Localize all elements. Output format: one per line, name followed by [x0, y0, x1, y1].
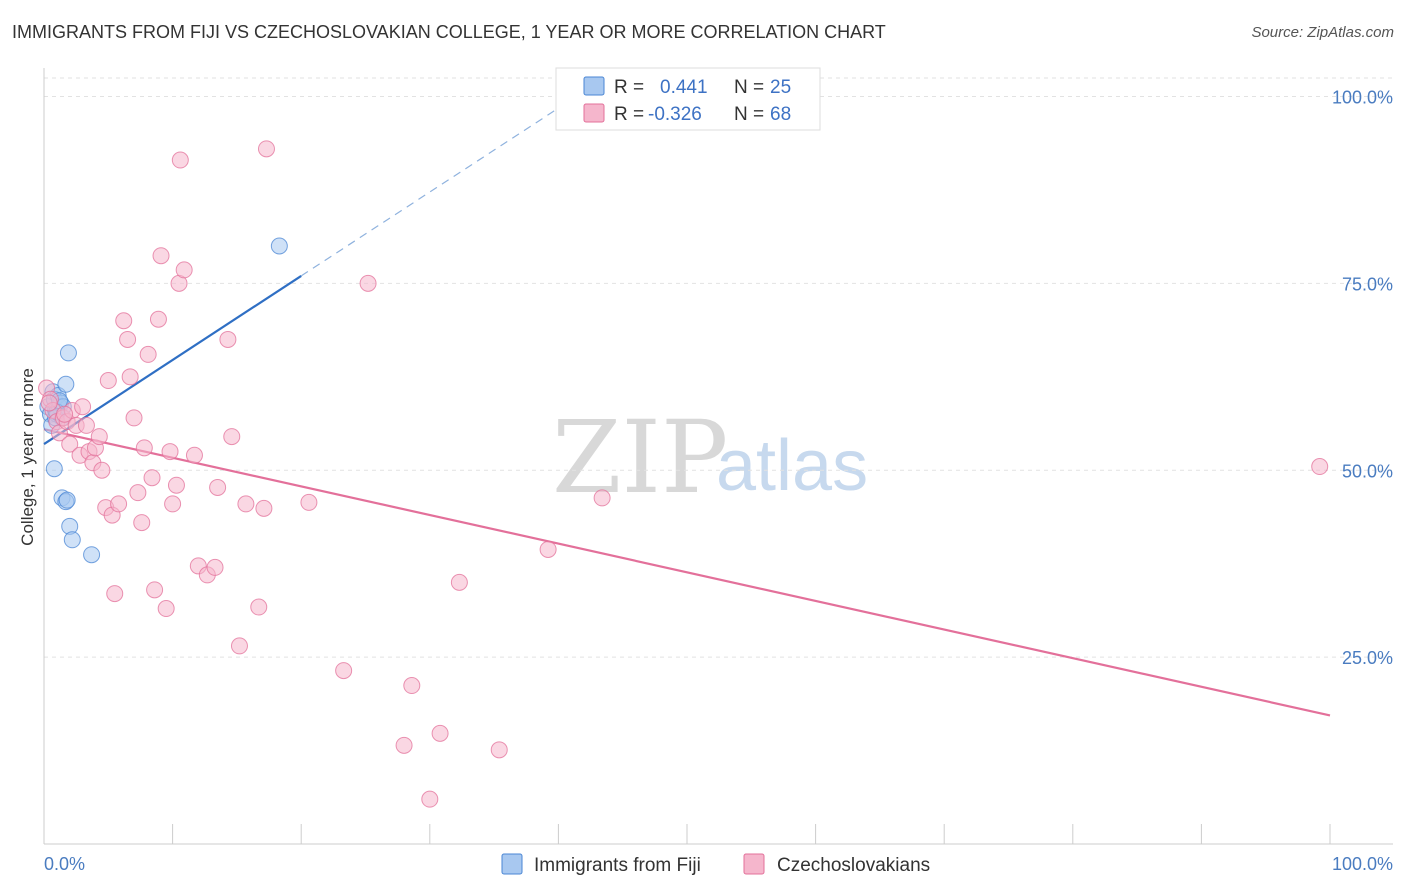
y-tick-label-25: 25.0%: [1342, 648, 1393, 668]
point-czech-51: [250, 598, 268, 616]
point-czech-29: [135, 439, 153, 457]
stats-r-label-czech: R =: [614, 104, 644, 125]
watermark-atlas: atlas: [716, 426, 868, 506]
point-czech-22: [110, 495, 128, 513]
chart-title: IMMIGRANTS FROM FIJI VS CZECHOSLOVAKIAN …: [12, 22, 886, 42]
point-czech-61: [450, 573, 468, 591]
point-czech-49: [230, 637, 248, 655]
y-tick-label-75: 75.0%: [1342, 274, 1393, 294]
y-tick-label-100: 100.0%: [1332, 88, 1393, 108]
point-czech-53: [257, 140, 275, 158]
stats-n-label-fiji: N =: [734, 77, 764, 98]
stats-r-value-czech: -0.326: [648, 104, 702, 125]
point-czech-26: [125, 409, 143, 427]
stats-n-value-czech: 68: [770, 104, 791, 125]
point-czech-38: [167, 476, 185, 494]
trend-lines: [43, 103, 1331, 717]
point-fiji-13: [45, 460, 63, 478]
x-tick-label-min: 0.0%: [44, 854, 85, 874]
x-tick-label-max: 100.0%: [1332, 854, 1393, 874]
point-czech-56: [359, 274, 377, 292]
point-czech-41: [175, 261, 193, 279]
point-czech-34: [152, 247, 170, 265]
point-czech-55: [335, 662, 353, 680]
point-czech-48: [223, 428, 241, 446]
point-czech-46: [209, 478, 227, 496]
point-czech-50: [237, 495, 255, 513]
point-czech-66: [40, 394, 58, 412]
point-czech-64: [593, 489, 611, 507]
point-czech-45: [206, 558, 224, 576]
stats-r-value-fiji: 0.441: [660, 77, 708, 98]
watermark-zip: ZIP: [552, 399, 728, 516]
point-czech-21: [106, 585, 124, 603]
legend-swatch-fiji: [501, 853, 523, 875]
y-axis-label: College, 1 year or more: [18, 368, 37, 546]
point-czech-47: [219, 330, 237, 348]
series-legend: Immigrants from Fiji Czechoslovakians: [501, 853, 930, 876]
stats-r-label-fiji: R =: [614, 77, 644, 98]
point-fiji-21: [83, 546, 101, 564]
point-czech-65: [1311, 458, 1329, 476]
trend-line-czech: [43, 428, 1331, 717]
source-credit: Source: ZipAtlas.com: [1251, 24, 1394, 41]
point-fiji-22: [270, 237, 288, 255]
point-czech-57: [395, 736, 413, 754]
point-czech-31: [143, 469, 161, 487]
trend-line-fiji-extension: [300, 103, 566, 277]
stats-n-label-czech: N =: [734, 104, 764, 125]
point-czech-11: [74, 398, 92, 416]
point-czech-28: [133, 514, 151, 532]
stats-legend-swatch-fiji: [583, 76, 605, 96]
point-czech-59: [421, 790, 439, 808]
point-czech-60: [431, 724, 449, 742]
point-czech-27: [129, 484, 147, 502]
point-fiji-20: [63, 531, 81, 549]
stats-n-value-fiji: 25: [770, 77, 791, 98]
point-czech-12: [77, 416, 95, 434]
point-czech-52: [255, 499, 273, 517]
stats-legend: R = 0.441 N = 25 R = -0.326 N = 68: [555, 67, 821, 131]
point-czech-25: [121, 368, 139, 386]
point-czech-62: [490, 741, 508, 759]
legend-label-czech: Czechoslovakians: [777, 855, 930, 876]
point-czech-58: [403, 677, 421, 695]
point-czech-54: [300, 493, 318, 511]
point-czech-35: [157, 600, 175, 618]
point-czech-37: [164, 495, 182, 513]
axes: 25.0% 50.0% 75.0% 100.0%: [43, 68, 1393, 845]
point-czech-17: [93, 461, 111, 479]
point-czech-32: [146, 581, 164, 599]
stats-legend-swatch-czech: [583, 103, 605, 123]
data-points: [38, 140, 1329, 808]
point-czech-24: [119, 330, 137, 348]
gridlines: [44, 77, 1393, 658]
legend-swatch-czech: [743, 853, 765, 875]
point-czech-39: [171, 151, 189, 169]
legend-label-fiji: Immigrants from Fiji: [534, 855, 701, 876]
point-czech-19: [99, 372, 117, 390]
point-fiji-18: [58, 491, 76, 509]
y-tick-label-50: 50.0%: [1342, 461, 1393, 481]
point-czech-7: [61, 435, 79, 453]
point-czech-23: [115, 312, 133, 330]
point-czech-30: [139, 345, 157, 363]
trend-line-fiji: [43, 274, 302, 446]
point-czech-63: [539, 540, 557, 558]
point-czech-33: [149, 310, 167, 328]
point-fiji-15: [59, 344, 77, 362]
point-czech-42: [185, 446, 203, 464]
point-czech-16: [90, 428, 108, 446]
point-fiji-14: [57, 375, 75, 393]
point-czech-67: [56, 405, 74, 423]
point-czech-36: [161, 443, 179, 461]
